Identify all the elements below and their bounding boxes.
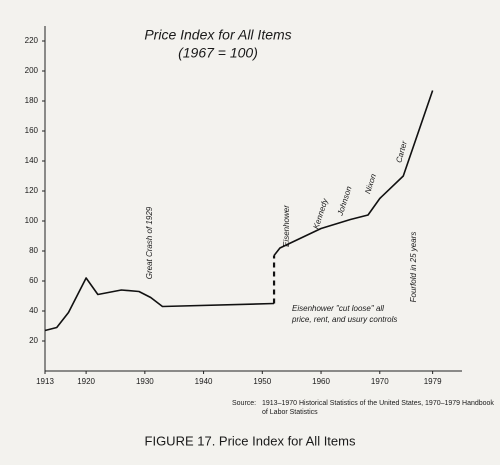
annotation: Fourfold in 25 years	[409, 232, 418, 303]
x-tick-label: 1930	[136, 377, 154, 386]
x-tick-label: 1950	[253, 377, 271, 386]
y-tick-label: 180	[25, 96, 39, 105]
annotation: Johnson	[335, 185, 353, 218]
x-tick-label: 1960	[312, 377, 330, 386]
price-line	[273, 90, 434, 256]
y-tick-label: 160	[25, 126, 39, 135]
annotation: Carter	[394, 140, 409, 164]
y-tick-label: 200	[25, 66, 39, 75]
annotation: Eisenhower "cut loose" all	[292, 304, 384, 313]
x-tick-label: 1913	[36, 377, 54, 386]
x-tick-label: 1940	[195, 377, 213, 386]
y-tick-label: 40	[29, 306, 38, 315]
chart-subtitle: (1967 = 100)	[178, 45, 258, 61]
y-tick-label: 100	[25, 216, 39, 225]
y-tick-label: 140	[25, 156, 39, 165]
y-tick-label: 80	[29, 246, 38, 255]
y-tick-label: 120	[25, 186, 39, 195]
figure-caption: FIGURE 17. Price Index for All Items	[145, 433, 356, 448]
x-tick-label: 1970	[371, 377, 389, 386]
y-tick-label: 220	[25, 36, 39, 45]
annotation: Nixon	[363, 172, 378, 195]
annotation: Eisenhower	[282, 205, 291, 247]
annotation: Kennedy	[311, 197, 330, 231]
source-text: of Labor Statistics	[262, 409, 318, 416]
source-label: Source:	[232, 400, 256, 407]
y-tick-label: 20	[29, 336, 38, 345]
price-line	[44, 277, 275, 332]
annotation: Great Crash of 1929	[145, 206, 154, 279]
chart-title: Price Index for All Items	[144, 27, 291, 43]
x-tick-label: 1979	[424, 377, 442, 386]
x-tick-label: 1920	[77, 377, 95, 386]
source-text: 1913–1970 Historical Statistics of the U…	[262, 400, 494, 407]
y-tick-label: 60	[29, 276, 38, 285]
annotation: price, rent, and usury controls	[291, 315, 397, 324]
